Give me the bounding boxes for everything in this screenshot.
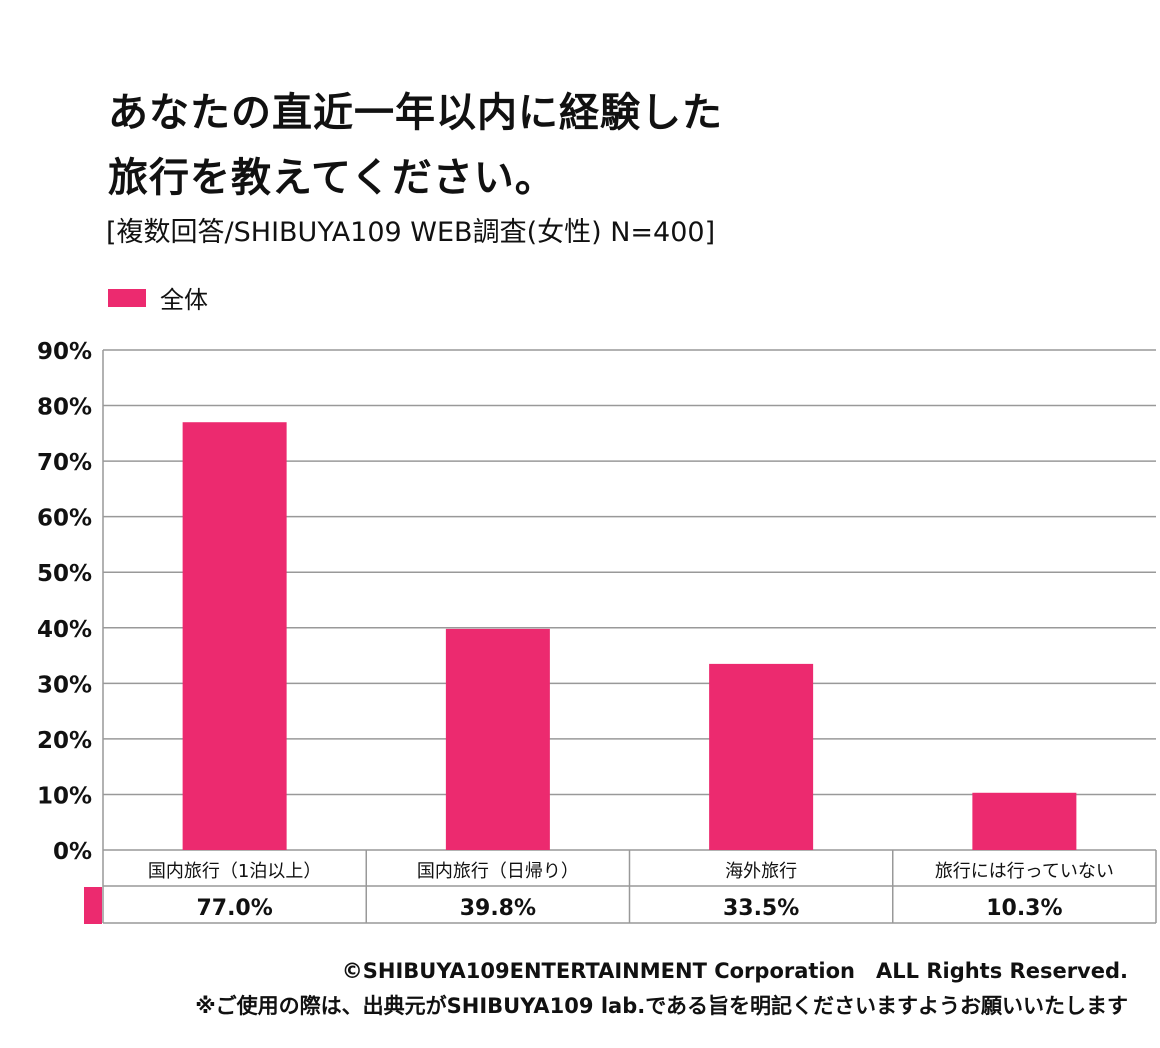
- bar: [445, 628, 550, 850]
- bar: [709, 663, 814, 850]
- data-label: 10.3%: [986, 896, 1062, 921]
- y-tick-label: 80%: [37, 395, 92, 421]
- category-label: 海外旅行: [725, 861, 797, 882]
- usage-note: ※ご使用の際は、出典元がSHIBUYA109 lab.である旨を明記くださいます…: [195, 994, 1128, 1018]
- category-label: 国内旅行（1泊以上）: [148, 861, 321, 882]
- chart-subtitle: [複数回答/SHIBUYA109 WEB調査(女性) N=400]: [106, 217, 716, 248]
- category-label: 国内旅行（日帰り）: [417, 861, 579, 882]
- data-label: 77.0%: [196, 896, 272, 921]
- y-tick-label: 40%: [37, 617, 92, 643]
- chart-title-line2: 旅行を教えてください。: [108, 155, 556, 201]
- copyright: ©SHIBUYA109ENTERTAINMENT Corporation ALL…: [341, 959, 1128, 983]
- legend-swatch: [108, 288, 146, 307]
- y-tick-label: 60%: [37, 506, 92, 532]
- y-tick-label: 90%: [37, 339, 92, 365]
- bar-chart: 0% 10% 20% 30% 40% 50% 60% 70% 80% 90% 国内旅行（1泊以上） 7…: [37, 339, 1157, 924]
- y-tick-label: 50%: [37, 561, 92, 587]
- legend: 全体: [108, 280, 208, 315]
- category-label: 旅行には行っていない: [935, 861, 1114, 882]
- chart-title-line1: あなたの直近一年以内に経験した: [108, 90, 723, 136]
- y-tick-label: 70%: [37, 450, 92, 476]
- y-tick-label: 10%: [37, 783, 92, 809]
- data-label: 39.8%: [460, 896, 536, 921]
- y-tick-label: 30%: [37, 672, 92, 698]
- legend-label: 全体: [160, 286, 208, 314]
- bar: [182, 422, 287, 850]
- y-tick-label: 20%: [37, 728, 92, 754]
- y-tick-label: 0%: [53, 839, 92, 865]
- table-legend-swatch: [84, 887, 102, 924]
- bar: [972, 792, 1077, 850]
- data-label: 33.5%: [723, 896, 799, 921]
